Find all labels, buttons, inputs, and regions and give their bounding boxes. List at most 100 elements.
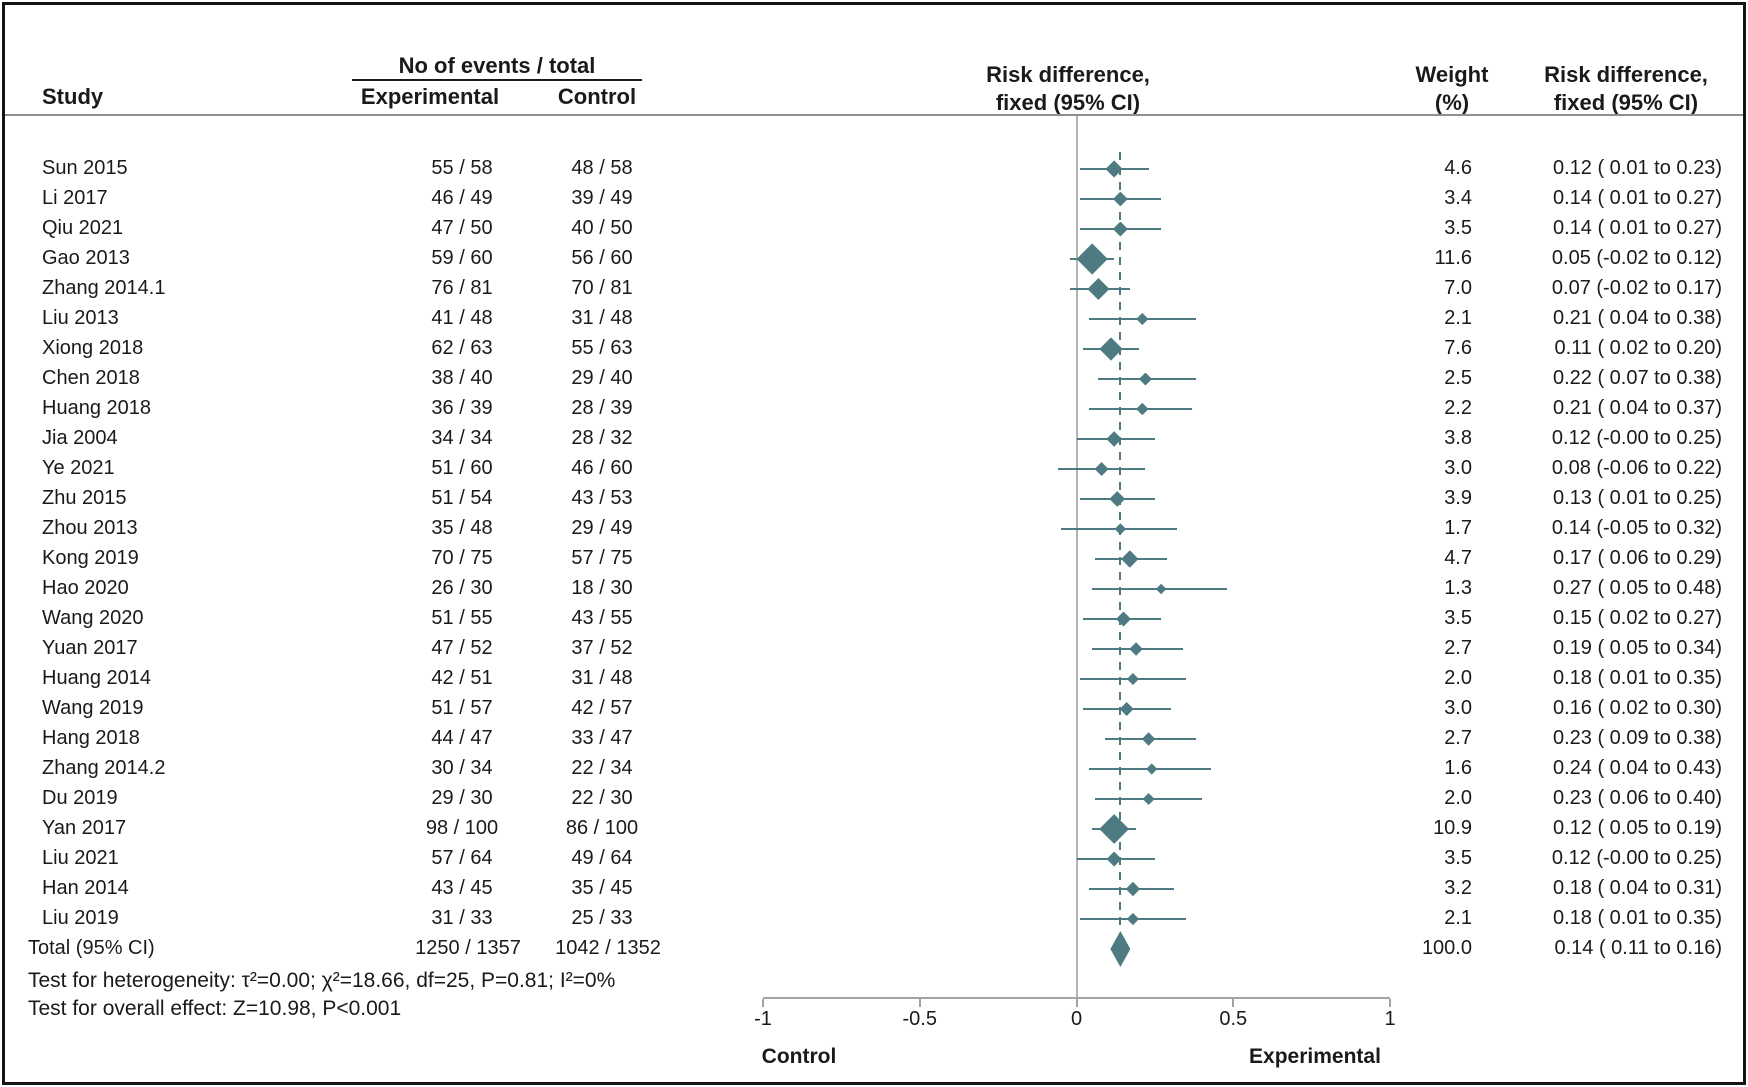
study-label: Liu 2021 <box>42 847 119 869</box>
total-weight-value: 100.0 <box>1421 937 1472 959</box>
control-events: 48 / 58 <box>571 157 633 179</box>
effect-diamond <box>1109 491 1126 507</box>
experimental-events: 26 / 30 <box>431 577 493 599</box>
experimental-events: 47 / 50 <box>431 217 493 239</box>
control-events: 37 / 52 <box>571 637 633 659</box>
effect-diamond <box>1116 611 1132 627</box>
rd-value: 0.13 ( 0.01 to 0.25) <box>1552 487 1722 509</box>
axis-label-control: Control <box>761 1045 837 1068</box>
total-rd-value: 0.14 ( 0.11 to 0.16) <box>1554 937 1722 959</box>
total-experimental-events: 1250 / 1357 <box>415 937 521 959</box>
experimental-events: 62 / 63 <box>431 337 493 359</box>
control-events: 42 / 57 <box>571 697 633 719</box>
effect-diamond <box>1138 372 1152 386</box>
experimental-events: 43 / 45 <box>431 877 493 899</box>
weight-value: 2.1 <box>1444 907 1472 929</box>
effect-diamond <box>1129 642 1143 656</box>
control-events: 49 / 64 <box>571 847 633 869</box>
experimental-events: 70 / 75 <box>431 547 493 569</box>
experimental-events: 44 / 47 <box>431 727 493 749</box>
effect-diamond <box>1076 243 1108 275</box>
study-label: Liu 2019 <box>42 907 119 929</box>
weight-value: 2.1 <box>1444 307 1472 329</box>
x-axis-tick-label: 0.5 <box>1219 1008 1248 1030</box>
footnote-line: Test for overall effect: Z=10.98, P<0.00… <box>28 997 402 1020</box>
footnote-line: Test for heterogeneity: τ²=0.00; χ²=18.6… <box>28 969 616 992</box>
control-events: 46 / 60 <box>571 457 633 479</box>
control-events: 43 / 53 <box>571 487 633 509</box>
effect-diamond <box>1094 462 1109 476</box>
control-events: 35 / 45 <box>571 877 633 899</box>
weight-value: 7.6 <box>1444 337 1472 359</box>
control-events: 25 / 33 <box>571 907 633 929</box>
weight-value: 3.0 <box>1444 697 1472 719</box>
rd-value: 0.23 ( 0.06 to 0.40) <box>1552 787 1722 809</box>
control-events: 55 / 63 <box>571 337 633 359</box>
control-events: 86 / 100 <box>565 817 639 839</box>
rd-value: 0.14 ( 0.01 to 0.27) <box>1552 187 1722 209</box>
control-events: 22 / 34 <box>571 757 633 779</box>
weight-value: 3.5 <box>1444 607 1472 629</box>
weight-value: 1.3 <box>1444 577 1472 599</box>
experimental-events: 30 / 34 <box>431 757 493 779</box>
plot-header-line2: fixed (95% CI) <box>995 90 1141 115</box>
rd-value: 0.21 ( 0.04 to 0.38) <box>1552 307 1722 329</box>
weight-value: 1.7 <box>1444 517 1472 539</box>
effect-diamond <box>1106 431 1122 447</box>
rd-value: 0.12 ( 0.01 to 0.23) <box>1552 157 1722 179</box>
experimental-events: 59 / 60 <box>431 247 493 269</box>
zero-line <box>1075 116 1078 997</box>
study-label: Zhu 2015 <box>42 487 127 509</box>
experimental-events: 29 / 30 <box>431 787 493 809</box>
study-label: Wang 2020 <box>42 607 144 629</box>
effect-diamond <box>1125 881 1141 897</box>
experimental-events: 51 / 55 <box>431 607 493 629</box>
column-header-experimental: Experimental <box>360 84 500 109</box>
weight-value: 3.8 <box>1444 427 1472 449</box>
study-label: Han 2014 <box>42 877 129 899</box>
control-events: 57 / 75 <box>571 547 633 569</box>
study-label: Xiong 2018 <box>42 337 144 359</box>
study-label: Wang 2019 <box>42 697 144 719</box>
control-events: 39 / 49 <box>571 187 633 209</box>
control-events: 18 / 30 <box>571 577 633 599</box>
weight-value: 4.6 <box>1444 157 1472 179</box>
rd-value: 0.08 (-0.06 to 0.22) <box>1551 457 1722 479</box>
control-events: 29 / 49 <box>571 517 633 539</box>
effect-diamond <box>1155 583 1167 595</box>
effect-diamond <box>1099 814 1130 844</box>
rd-value: 0.18 ( 0.04 to 0.31) <box>1552 877 1722 899</box>
weight-value: 1.6 <box>1444 757 1472 779</box>
control-events: 56 / 60 <box>571 247 633 269</box>
x-axis-tick-label: 1 <box>1384 1008 1396 1030</box>
experimental-events: 42 / 51 <box>431 667 493 689</box>
x-axis-tick <box>762 999 764 1007</box>
total-label: Total (95% CI) <box>28 937 155 959</box>
experimental-events: 35 / 48 <box>431 517 493 539</box>
pooled-diamond <box>1110 931 1131 967</box>
study-label: Chen 2018 <box>42 367 140 389</box>
effect-diamond <box>1126 673 1139 685</box>
experimental-events: 41 / 48 <box>431 307 493 329</box>
x-axis-tick <box>1075 999 1078 1007</box>
x-axis-tick-label: 0 <box>1070 1008 1083 1030</box>
weight-value: 7.0 <box>1444 277 1472 299</box>
control-events: 29 / 40 <box>571 367 633 389</box>
effect-diamond <box>1112 221 1128 237</box>
study-label: Sun 2015 <box>42 157 128 179</box>
rd-value: 0.19 ( 0.05 to 0.34) <box>1552 637 1722 659</box>
weight-value: 3.4 <box>1444 187 1472 209</box>
weight-value: 2.2 <box>1444 397 1472 419</box>
control-events: 28 / 32 <box>571 427 633 449</box>
experimental-events: 31 / 33 <box>431 907 493 929</box>
header-rule <box>5 114 1743 116</box>
weight-value: 2.7 <box>1444 727 1472 749</box>
effect-diamond <box>1121 550 1139 568</box>
weight-value: 11.6 <box>1434 247 1472 269</box>
events-header-underline <box>352 79 642 81</box>
weight-value: 3.5 <box>1444 847 1472 869</box>
rd-value: 0.16 ( 0.02 to 0.30) <box>1552 697 1722 719</box>
study-label: Hao 2020 <box>42 577 129 599</box>
experimental-events: 51 / 60 <box>431 457 493 479</box>
